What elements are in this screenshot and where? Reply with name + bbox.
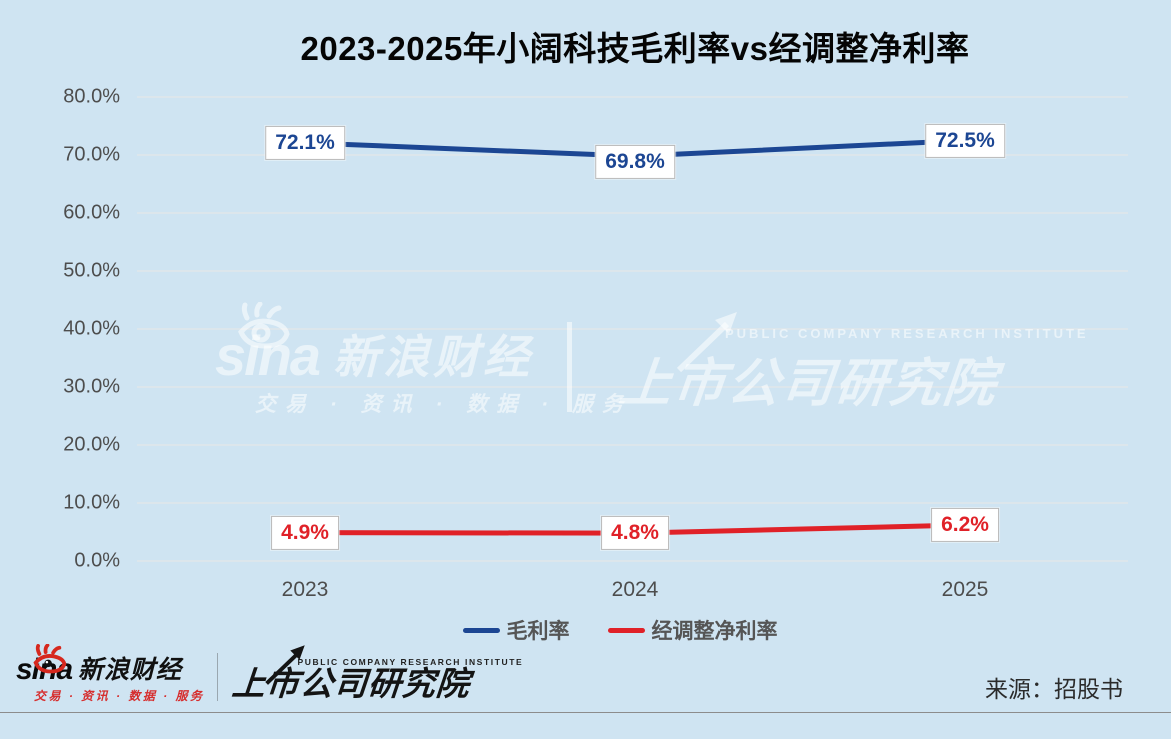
footer-vertical-divider [216, 653, 218, 701]
chart-title: 2023-2025年小阔科技毛利率vs经调整净利率 [300, 30, 970, 67]
y-tick-label: 50.0% [63, 259, 120, 282]
legend-item-adjusted-net-margin: 经调整净利率 [607, 615, 778, 645]
y-tick-label: 0.0% [74, 549, 120, 572]
y-tick-label: 70.0% [63, 143, 120, 166]
source-note: 来源：招股书 [985, 676, 1123, 702]
watermark-institute-en: PUBLIC COMPANY RESEARCH INSTITUTE [725, 326, 1089, 341]
data-label: 4.9% [271, 515, 339, 550]
sina-eye-icon [33, 644, 67, 674]
gross-margin-swatch [462, 627, 500, 633]
y-tick-label: 60.0% [63, 201, 120, 224]
footer-rule [0, 712, 1171, 713]
arrow-up-watermark-icon [676, 312, 737, 372]
legend-label-gross-margin: 毛利率 [506, 620, 570, 643]
watermark-divider [567, 322, 572, 412]
data-label: 72.1% [265, 125, 345, 160]
watermark-institute: PUBLIC COMPANY RESEARCH INSTITUTE 上市公司研究… [616, 312, 1089, 416]
x-tick-label: 2024 [611, 578, 659, 601]
x-tick-label: 2025 [941, 578, 989, 601]
footer-sina-logo: sina 新浪财经 交易 · 资讯 · 数据 · 服务 [16, 644, 205, 704]
y-tick-label: 30.0% [63, 375, 120, 398]
chart-legend: 毛利率 经调整净利率 [140, 615, 1100, 645]
y-tick-label: 20.0% [63, 433, 120, 456]
data-label: 6.2% [931, 507, 999, 543]
footer-brand-text: 新浪财经 [78, 656, 183, 684]
data-label: 4.8% [601, 516, 669, 551]
watermark-brand-text: 新浪财经 [333, 330, 534, 383]
watermark-institute-cn: 上市公司研究院 [616, 355, 1001, 413]
footer-institute-logo: PUBLIC COMPANY RESEARCH INSTITUTE 上市公司研究… [229, 644, 524, 702]
data-label: 69.8% [595, 145, 675, 180]
footer-institute-en: PUBLIC COMPANY RESEARCH INSTITUTE [297, 656, 524, 667]
y-tick-label: 40.0% [63, 317, 120, 340]
data-label: 72.5% [925, 123, 1005, 158]
y-tick-label: 10.0% [63, 491, 120, 514]
footer-branding: sina 新浪财经 交易 · 资讯 · 数据 · 服务 PUBLIC COMPA… [16, 644, 524, 704]
footer-institute-cn: 上市公司研究院 [229, 664, 472, 702]
y-tick-label: 80.0% [63, 85, 120, 108]
legend-item-gross-margin: 毛利率 [462, 615, 570, 645]
footer-tagline: 交易 · 资讯 · 数据 · 服务 [34, 689, 205, 703]
arrow-up-icon [264, 644, 305, 685]
watermark-sina: sina 新浪财经 [215, 302, 534, 383]
watermark-tagline: 交易 · 资讯 · 数据 · 服务 [255, 393, 632, 416]
x-tick-label: 2023 [281, 578, 329, 601]
legend-label-adjusted-net-margin: 经调整净利率 [651, 620, 778, 643]
adjusted-net-margin-swatch [607, 627, 645, 633]
sina-eye-watermark-icon [238, 302, 290, 349]
